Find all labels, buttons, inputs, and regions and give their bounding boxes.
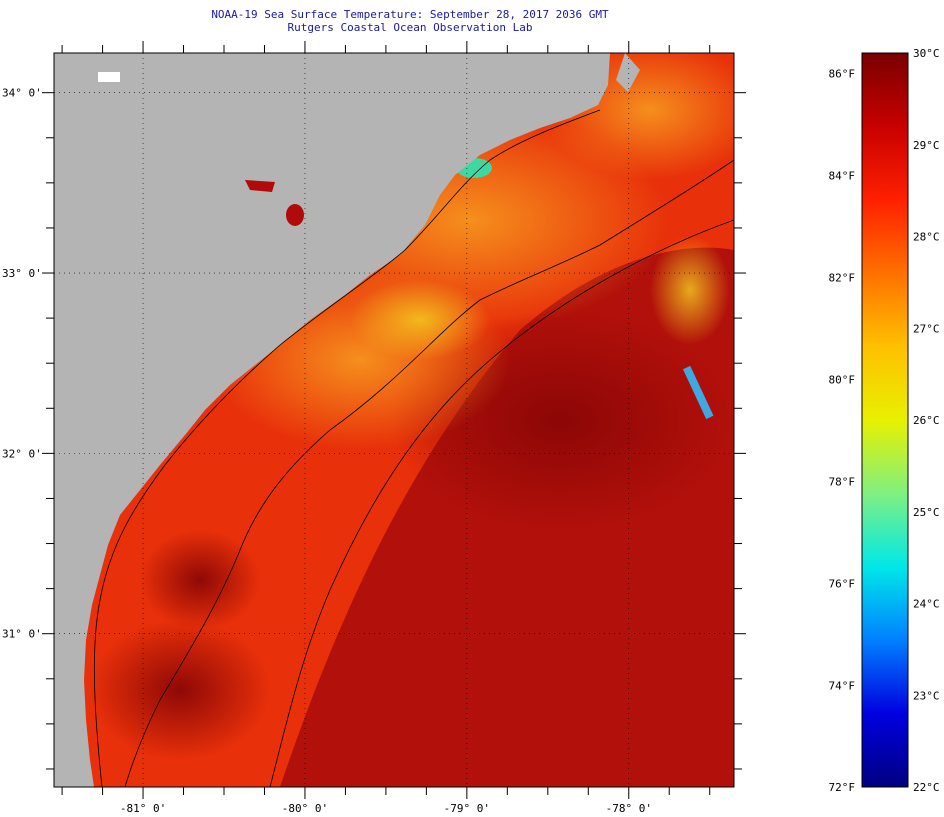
celsius-label: 27°C (913, 322, 940, 335)
isobath-slope (269, 219, 734, 787)
fahrenheit-label: 86°F (829, 68, 856, 81)
colorbar-celsius-labels: 30°C 29°C 28°C 27°C 26°C 25°C 24°C 23°C 22°C (913, 47, 940, 794)
lon-tick-label: -78° 0' (606, 802, 652, 815)
lake-moultrie (286, 204, 304, 226)
fahrenheit-label: 72°F (829, 781, 856, 794)
colorbar (861, 52, 909, 788)
yellow-patch (350, 280, 490, 360)
inland-no-data (98, 72, 120, 82)
celsius-label: 29°C (913, 139, 940, 152)
celsius-label: 26°C (913, 414, 940, 427)
lat-tick-label: 31° 0' (2, 628, 42, 641)
lon-tick-label: -80° 0' (282, 802, 328, 815)
frame-ticks (42, 41, 746, 799)
land-mass (54, 53, 610, 787)
fahrenheit-label: 82°F (829, 272, 856, 285)
fahrenheit-label: 84°F (829, 170, 856, 183)
lat-tick-label: 32° 0' (2, 447, 42, 460)
map-title: NOAA-19 Sea Surface Temperature: Septemb… (211, 8, 609, 21)
longitude-labels: -81° 0' -80° 0' -79° 0' -78° 0' (120, 802, 652, 815)
lon-tick-label: -79° 0' (444, 802, 490, 815)
lat-tick-label: 34° 0' (2, 87, 42, 100)
latitude-labels: 34° 0' 33° 0' 32° 0' 31° 0' (2, 87, 42, 641)
celsius-label: 28°C (913, 231, 940, 244)
celsius-label: 25°C (913, 506, 940, 519)
hot-core-mid (140, 530, 260, 630)
hot-core-south (90, 620, 270, 760)
yellow-patch-east (650, 235, 730, 345)
colorbar-fahrenheit-labels: 86°F 84°F 82°F 80°F 78°F 76°F 74°F 72°F (829, 68, 856, 794)
fahrenheit-label: 78°F (829, 476, 856, 489)
fahrenheit-label: 74°F (829, 680, 856, 693)
northeast-land (616, 53, 640, 92)
lon-tick-label: -81° 0' (120, 802, 166, 815)
lat-tick-label: 33° 0' (2, 267, 42, 280)
celsius-label: 24°C (913, 598, 940, 611)
isobath-shelf (124, 159, 734, 787)
coastline (93, 109, 601, 787)
celsius-label: 23°C (913, 689, 940, 702)
graticule (54, 53, 734, 787)
cool-streak (682, 365, 714, 420)
celsius-label: 30°C (913, 47, 940, 60)
lake-marion (245, 180, 275, 192)
map-subtitle: Rutgers Coastal Ocean Observation Lab (287, 21, 533, 34)
celsius-label: 22°C (913, 781, 940, 794)
fahrenheit-label: 76°F (829, 578, 856, 591)
map-frame (53, 52, 735, 788)
fahrenheit-label: 80°F (829, 374, 856, 387)
